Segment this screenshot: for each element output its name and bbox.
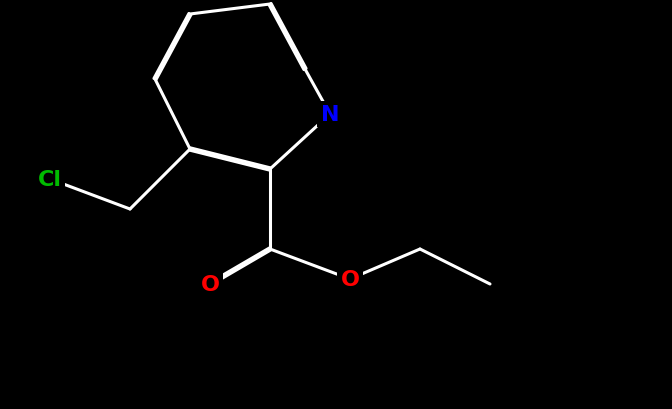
Text: Cl: Cl xyxy=(38,170,62,189)
Text: O: O xyxy=(200,274,220,294)
Text: O: O xyxy=(341,270,360,289)
Text: N: N xyxy=(321,105,339,125)
